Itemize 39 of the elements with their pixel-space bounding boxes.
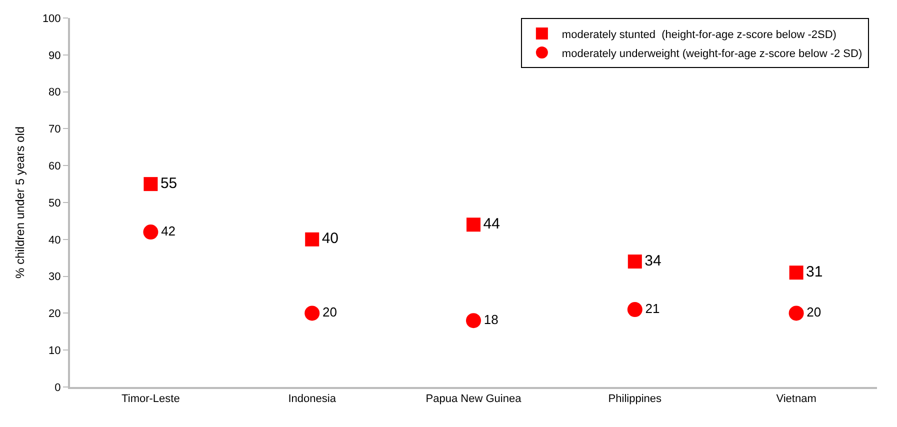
y-tick-label: 10 <box>48 344 61 357</box>
data-label: 20 <box>322 304 337 320</box>
x-tick-label: Papua New Guinea <box>426 393 522 406</box>
data-label: 40 <box>322 230 339 248</box>
point <box>789 266 804 280</box>
point <box>628 254 642 269</box>
legend-label: moderately stunted (height-for-age z-score below -2SD) <box>562 28 836 41</box>
y-tick-label: 90 <box>48 50 61 62</box>
x-tick-label: Indonesia <box>288 393 337 406</box>
data-label: 31 <box>806 263 823 280</box>
data-label: 44 <box>483 215 500 232</box>
point <box>627 302 642 318</box>
x-tick-label: Vietnam <box>776 393 816 406</box>
y-tick-label: 0 <box>54 382 61 394</box>
y-tick-label: 50 <box>48 197 61 210</box>
data-label: 20 <box>806 304 822 320</box>
y-tick-label: 20 <box>48 308 61 320</box>
x-tick-label: Timor-Leste <box>122 393 180 406</box>
data-label: 55 <box>160 174 178 192</box>
point <box>466 218 480 232</box>
point <box>144 177 158 192</box>
point <box>143 224 158 240</box>
data-label: 18 <box>484 312 498 327</box>
legend-label: moderately underweight (weight-for-age z-score below -2 SD) <box>562 48 862 60</box>
point <box>304 306 320 321</box>
x-tick-label: Philippines <box>608 393 662 406</box>
point <box>788 306 804 321</box>
y-tick-label: 40 <box>48 234 61 246</box>
data-label: 34 <box>644 252 662 270</box>
y-axis-title: % children under 5 years old <box>13 126 28 279</box>
data-label: 42 <box>161 223 176 238</box>
y-tick-label: 60 <box>48 160 61 172</box>
y-tick-label: 100 <box>42 12 61 25</box>
data-label: 21 <box>645 300 660 316</box>
y-tick-label: 30 <box>48 271 61 284</box>
y-tick-label: 80 <box>48 86 61 99</box>
point <box>466 313 481 328</box>
point <box>305 232 320 246</box>
y-tick-label: 70 <box>48 124 61 136</box>
